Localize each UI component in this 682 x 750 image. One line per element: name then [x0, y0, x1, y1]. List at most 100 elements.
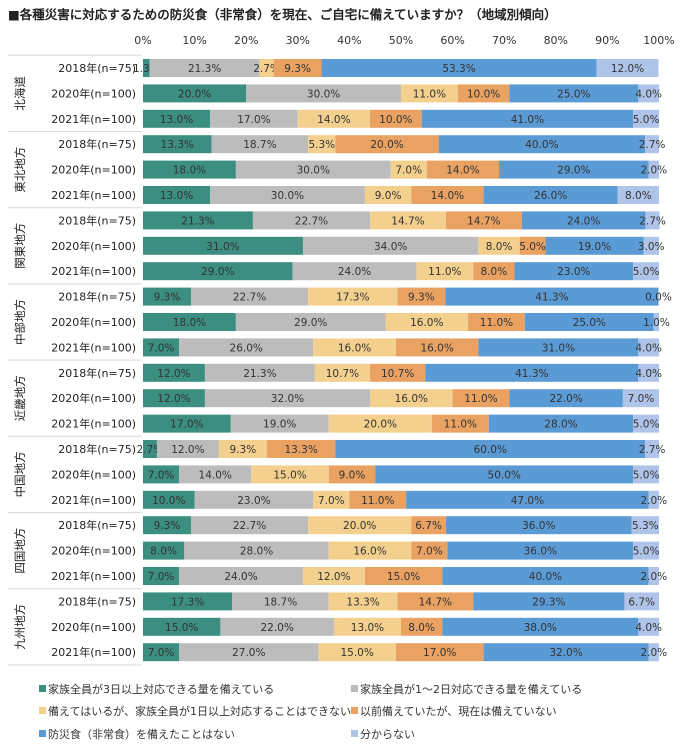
bar-segment [204, 389, 371, 408]
bar-segment [401, 84, 458, 103]
data-label: 8.0% [486, 241, 513, 253]
bar-segment [645, 135, 659, 154]
data-label: 2.7% [639, 139, 666, 151]
data-label: 32.0% [271, 393, 304, 405]
data-label: 34.0% [374, 241, 407, 253]
x-tick-label: 40% [337, 34, 361, 47]
row-label: 2021年(n=100) [51, 264, 136, 278]
region-label: 九州地方 [13, 604, 27, 650]
data-label: 19.0% [263, 419, 296, 431]
bar-segment [335, 440, 646, 458]
data-label: 6.7% [628, 596, 655, 608]
bar-segment [633, 465, 659, 484]
bar-segment [143, 541, 185, 560]
bar-segment [143, 135, 212, 154]
data-label: 60.0% [474, 444, 507, 456]
data-label: 21.3% [243, 368, 276, 380]
bar-segment [328, 541, 412, 560]
data-label: 41.3% [535, 292, 568, 304]
bar-segment [457, 84, 510, 103]
data-label: 36.0% [524, 546, 557, 558]
legend-label: 分からない [360, 728, 415, 741]
bar-segment [645, 211, 660, 230]
bar-segment [302, 567, 365, 585]
bar-segment [397, 592, 474, 611]
data-label: 7.0% [148, 342, 175, 354]
row-label: 2018年(n=75) [58, 137, 136, 151]
data-label: 29.3% [532, 596, 565, 608]
data-label: 3.0% [638, 241, 665, 253]
row-label: 2020年(n=100) [51, 163, 136, 177]
bar-segment [328, 465, 376, 484]
data-label: 9.3% [230, 444, 257, 456]
data-label: 7.0% [318, 495, 345, 507]
data-label: 50.0% [488, 469, 521, 481]
data-label: 11.0% [444, 419, 477, 431]
bar-segment [313, 338, 396, 357]
bar-segment [397, 287, 446, 306]
data-label: 5.3% [308, 139, 335, 151]
bar-segment [401, 617, 443, 636]
data-label: 14.0% [431, 190, 464, 202]
data-label: 13.0% [160, 114, 193, 126]
data-label: 4.0% [635, 88, 662, 100]
bar-segment [210, 109, 298, 128]
row-label: 2021年(n=100) [51, 493, 136, 507]
bar-segment [143, 617, 221, 636]
region-label: 近畿地方 [13, 375, 27, 421]
data-label: 30.0% [307, 88, 340, 100]
bar-segment [638, 617, 659, 636]
x-tick-label: 30% [286, 34, 310, 47]
bar-segment [259, 59, 274, 77]
data-label: 12.0% [611, 63, 644, 75]
data-label: 31.0% [206, 241, 239, 253]
bar-segment [638, 338, 659, 357]
bar-segment [452, 389, 510, 408]
data-label: 22.7% [295, 215, 328, 227]
x-tick-label: 90% [595, 34, 619, 47]
bar-segment [143, 643, 180, 662]
bar-segment [143, 465, 180, 484]
bar-segment [488, 414, 634, 433]
region-label: 中国地方 [13, 451, 27, 497]
data-label: 7.0% [148, 571, 175, 583]
data-label: 9.3% [154, 292, 181, 304]
bar-segment [149, 59, 260, 77]
data-label: 24.0% [338, 266, 371, 278]
bar-segment [235, 160, 391, 179]
data-label: 16.0% [395, 393, 428, 405]
bar-segment [442, 617, 639, 636]
row-label: 2021年(n=100) [51, 188, 136, 202]
data-label: 10.7% [326, 368, 359, 380]
data-label: 2.0% [640, 571, 667, 583]
data-label: 11.0% [361, 495, 394, 507]
data-label: 11.0% [413, 88, 446, 100]
bar-segment [438, 135, 646, 154]
bar-segment [643, 236, 659, 255]
data-label: 30.0% [271, 190, 304, 202]
row-label: 2020年(n=100) [51, 239, 136, 253]
data-label: 8.0% [150, 546, 177, 558]
bar-segment [143, 440, 157, 458]
bar-segment [364, 186, 412, 204]
bar-segment [395, 338, 479, 357]
legend-label: 防災食（非常食）を備えたことはない [48, 727, 235, 741]
data-label: 27.0% [232, 647, 265, 659]
bar-segment [478, 236, 520, 255]
data-label: 15.0% [387, 571, 420, 583]
bar-segment [622, 389, 659, 408]
bar-segment [190, 287, 309, 306]
bar-segment [499, 160, 649, 179]
bar-segment [445, 287, 659, 306]
bar-segment [321, 59, 597, 77]
bar-segment [143, 567, 180, 585]
bar-segment [416, 262, 474, 281]
bar-segment [411, 516, 446, 535]
legend-label: 家族全員が3日以上対応できる量を備えている [48, 682, 274, 696]
data-label: 17.3% [336, 292, 369, 304]
bar-segment [473, 592, 625, 611]
data-label: 8.0% [408, 622, 435, 634]
data-label: 20.0% [370, 139, 403, 151]
data-label: 29.0% [294, 317, 327, 329]
